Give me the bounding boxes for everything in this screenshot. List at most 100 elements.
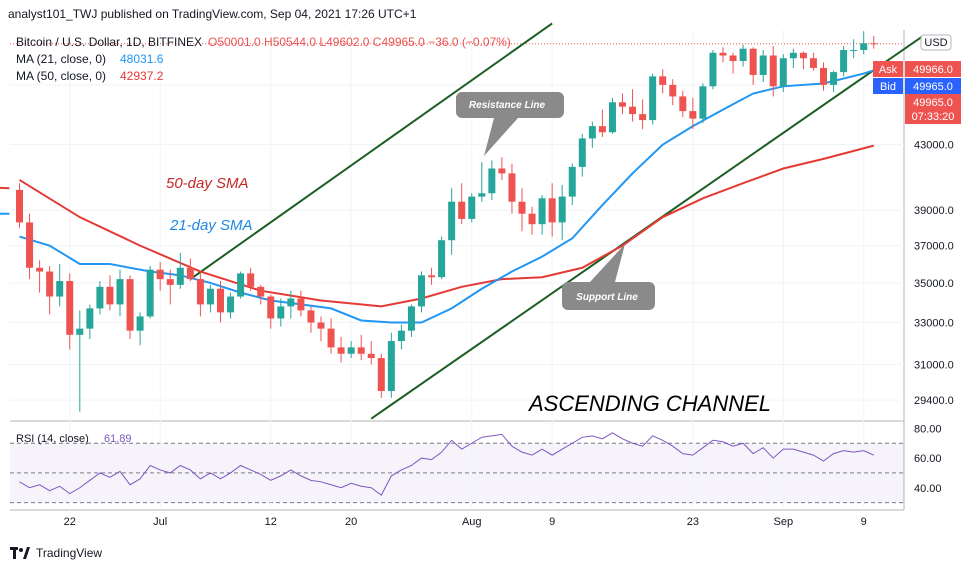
time-tick-label: Jul xyxy=(153,516,167,528)
candle-body xyxy=(468,196,476,219)
candle-body xyxy=(709,52,717,87)
candle-body xyxy=(106,286,114,305)
rsi-tick-label: 40.00 xyxy=(914,483,942,495)
candle-body xyxy=(538,198,546,225)
candle-body xyxy=(146,269,154,317)
grid xyxy=(10,30,904,510)
candle-body xyxy=(206,288,214,305)
candle-body xyxy=(588,126,596,139)
tradingview-logo-text: TradingView xyxy=(36,546,103,560)
rsi-value-box xyxy=(905,447,953,463)
candle-body xyxy=(428,275,436,278)
candle-body xyxy=(317,322,325,329)
time-tick-label: 9 xyxy=(549,516,555,528)
legend-title: Bitcoin / U.S. Dollar, 1D, BITFINEX xyxy=(16,35,202,49)
legend-ma21-value: 48031.6 xyxy=(120,52,164,66)
time-tick-label: 22 xyxy=(64,516,76,528)
pattern-label: ASCENDING CHANNEL xyxy=(527,391,771,416)
tradingview-logo-icon xyxy=(10,547,30,559)
bid-tag-value-box xyxy=(905,78,961,94)
candle-body xyxy=(407,306,415,331)
candle-body xyxy=(26,222,34,268)
candle-body xyxy=(257,286,265,297)
sma50-annotation: 50-day SMA xyxy=(166,175,249,192)
candle-body xyxy=(287,298,295,307)
candle-body xyxy=(166,279,174,285)
candle-body xyxy=(498,168,506,174)
candle-body xyxy=(558,196,566,223)
candle-body xyxy=(598,126,606,133)
candle-body xyxy=(488,168,496,194)
candle-body xyxy=(327,328,335,348)
candle-body xyxy=(16,189,23,223)
candle-body xyxy=(277,306,285,319)
candle-body xyxy=(629,106,637,115)
support-callout: Support Line xyxy=(562,244,655,310)
candle-body xyxy=(649,76,657,121)
candle-body xyxy=(719,52,727,56)
candle-body xyxy=(548,198,556,223)
tradingview-logo[interactable]: TradingView xyxy=(10,546,102,560)
ask-tag-value: 49966.0 xyxy=(913,64,953,76)
candle-body xyxy=(397,330,405,342)
resistance-line xyxy=(189,22,553,280)
time-tick-label: 12 xyxy=(265,516,277,528)
candle-body xyxy=(759,55,767,75)
resistance-label: Resistance Line xyxy=(469,100,546,111)
ask-tag-label: Ask xyxy=(879,64,898,76)
legend-ohlc: O50001.0 H50544.0 L49602.0 C49965.0 −36.… xyxy=(208,35,511,49)
candle-body xyxy=(528,213,536,225)
candle-body xyxy=(820,67,827,85)
candle-body xyxy=(347,347,355,354)
price-tick-label: 43000.0 xyxy=(914,140,954,152)
candle-body xyxy=(36,267,44,272)
time-tick-label: 23 xyxy=(687,516,699,528)
candle-body xyxy=(116,279,124,305)
last-price-tag-countdown: 07:33:20 xyxy=(912,111,955,123)
candle-body xyxy=(568,166,576,197)
rsi-legend: RSI (14, close) xyxy=(16,433,89,445)
candle-body xyxy=(789,52,797,59)
candle-body xyxy=(196,279,204,305)
candle-body xyxy=(659,76,667,85)
ask-tag-value-box xyxy=(905,61,961,77)
candle-body xyxy=(337,347,345,354)
candle-body xyxy=(478,193,486,197)
resistance-callout: Resistance Line xyxy=(456,92,564,156)
candles xyxy=(16,31,878,412)
candle-body xyxy=(307,310,315,323)
candle-body xyxy=(689,111,697,119)
candle-body xyxy=(76,328,84,335)
candle-body xyxy=(608,102,616,133)
time-tick-label: 20 xyxy=(345,516,357,528)
candle-body xyxy=(136,316,144,331)
price-tick-label: 35000.0 xyxy=(914,278,954,290)
currency-label: USD xyxy=(924,37,947,49)
last-price-tag-value: 49965.0 xyxy=(913,97,953,109)
currency-button[interactable] xyxy=(920,34,952,51)
candle-body xyxy=(578,138,586,167)
publisher-header: analyst101_TWJ published on TradingView.… xyxy=(8,7,417,21)
ask-tag-label-box xyxy=(873,61,903,77)
rsi-tick-label: 60.00 xyxy=(914,453,942,465)
candle-body xyxy=(699,86,707,119)
time-tick-label: Sep xyxy=(774,516,794,528)
candle-body xyxy=(217,288,224,313)
candle-body xyxy=(840,50,848,73)
candle-body xyxy=(387,341,395,392)
candle-body xyxy=(809,58,817,68)
price-tick-label: 31000.0 xyxy=(914,360,954,372)
candle-body xyxy=(779,58,787,87)
price-tick-label: 29400.0 xyxy=(914,395,954,407)
candle-body xyxy=(418,275,425,307)
candle-body xyxy=(247,273,255,287)
candle-body xyxy=(438,240,446,278)
candle-body xyxy=(237,273,245,297)
ma50-line xyxy=(18,144,875,308)
time-tick-label: 9 xyxy=(861,516,867,528)
candle-body xyxy=(669,84,677,97)
candle-body xyxy=(186,267,194,280)
candle-body xyxy=(156,269,164,280)
candle-body xyxy=(619,102,626,107)
